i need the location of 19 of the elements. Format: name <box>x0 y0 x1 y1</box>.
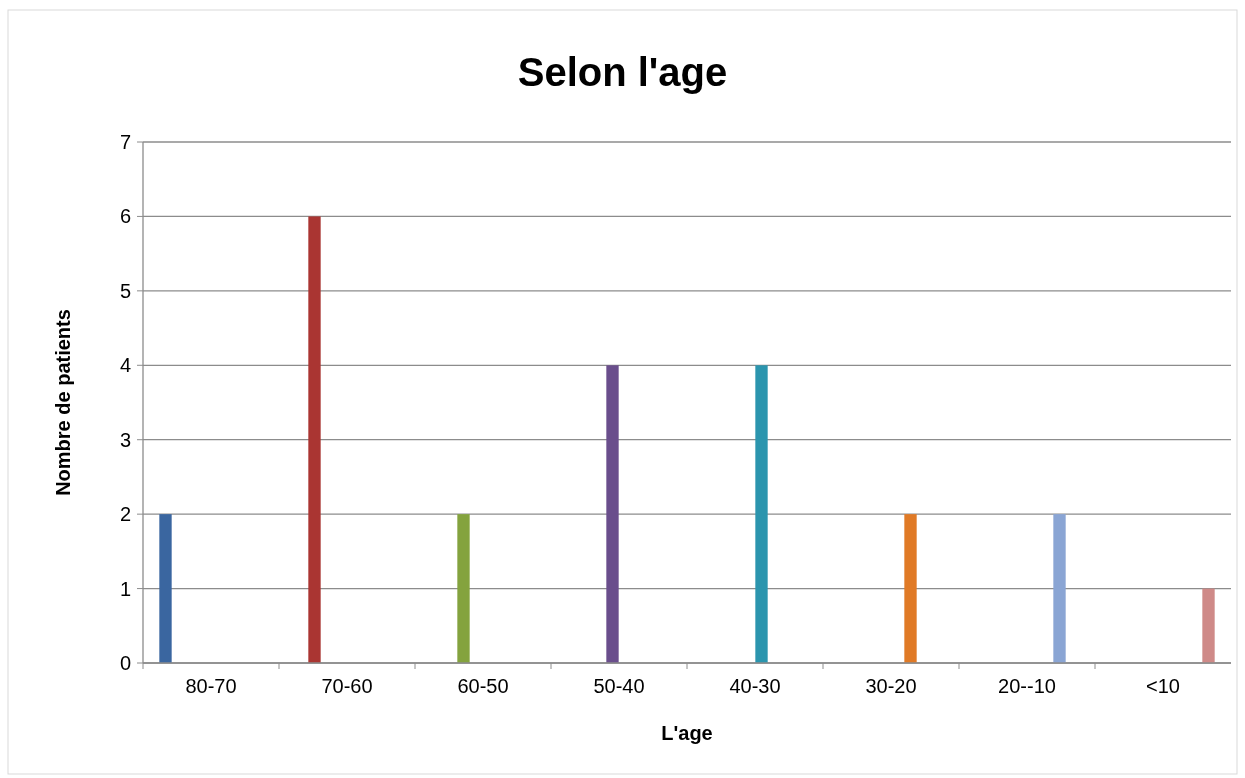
x-tick-label: 20--10 <box>998 675 1056 697</box>
x-axis-title: L'age <box>661 722 713 744</box>
y-tick-label: 0 <box>119 652 131 674</box>
x-tick-label: 60-50 <box>457 675 509 697</box>
x-tick-label: <10 <box>1146 675 1180 697</box>
y-tick-label: 4 <box>119 354 131 377</box>
y-tick-label: 1 <box>119 577 131 600</box>
chart-title: Selon l'age <box>517 50 728 94</box>
x-tick-label: 80-70 <box>185 675 237 697</box>
x-tick-label: 30-20 <box>865 675 917 697</box>
y-tick-label: 6 <box>119 205 131 228</box>
x-tick-label: 70-60 <box>321 675 373 697</box>
y-tick-label: 5 <box>119 279 131 302</box>
y-tick-label: 2 <box>119 503 131 526</box>
y-tick-label: 7 <box>119 131 131 153</box>
y-tick-label: 3 <box>119 428 131 451</box>
x-tick-label: 50-40 <box>593 675 645 697</box>
x-tick-label: 40-30 <box>729 675 781 697</box>
y-axis-title: Nombre de patients <box>52 309 74 496</box>
